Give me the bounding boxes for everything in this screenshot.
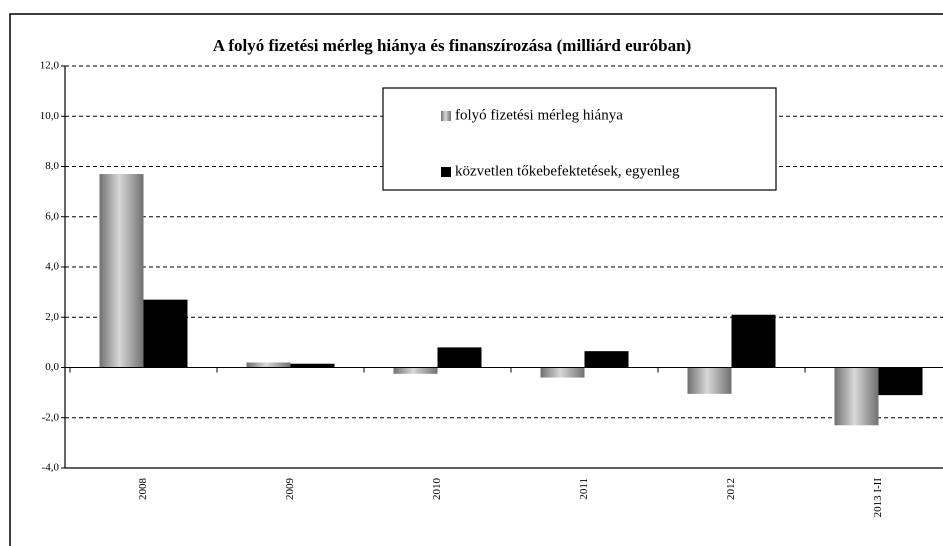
y-tick-label: 12,0 <box>40 60 60 72</box>
bar <box>290 363 335 368</box>
x-tick-label: 2009 <box>284 478 296 501</box>
x-tick-label: 2010 <box>431 478 443 501</box>
legend-label: közvetlen tőkebefektetések, egyenleg <box>455 163 680 179</box>
x-tick-label: 2008 <box>137 478 149 501</box>
bar <box>731 314 776 368</box>
bar <box>246 362 291 368</box>
legend-swatch <box>441 111 451 121</box>
bar <box>834 367 879 426</box>
bar <box>584 351 629 368</box>
y-tick-label: -4,0 <box>42 462 60 474</box>
bar <box>878 367 923 396</box>
bar <box>99 174 144 368</box>
legend-swatch <box>441 167 451 177</box>
y-tick-label: -2,0 <box>42 411 60 423</box>
bar <box>687 367 732 394</box>
y-tick-label: 2,0 <box>45 311 59 323</box>
y-tick-label: 0,0 <box>45 361 59 373</box>
x-tick-label: 2012 <box>725 478 737 500</box>
bar <box>393 367 438 374</box>
x-tick-label: 2013 I-II <box>872 478 884 518</box>
x-tick-label: 2011 <box>578 478 590 500</box>
bar <box>540 367 585 378</box>
y-tick-label: 10,0 <box>40 110 60 122</box>
y-tick-label: 6,0 <box>45 210 59 222</box>
y-tick-label: 4,0 <box>45 261 59 273</box>
bar <box>143 299 188 368</box>
chart-title: A folyó fizetési mérleg hiánya és finans… <box>213 36 691 55</box>
legend-label: folyó fizetési mérleg hiánya <box>455 107 623 123</box>
y-tick-label: 8,0 <box>45 160 59 172</box>
bar <box>437 347 482 368</box>
